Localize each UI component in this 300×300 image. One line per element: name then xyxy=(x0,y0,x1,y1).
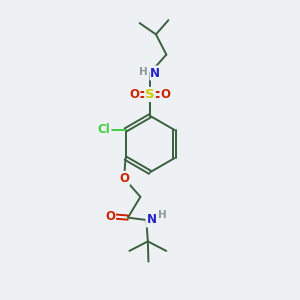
Text: N: N xyxy=(150,67,160,80)
Text: Cl: Cl xyxy=(98,123,110,136)
Text: S: S xyxy=(145,88,155,101)
Text: O: O xyxy=(130,88,140,101)
Text: H: H xyxy=(139,67,148,76)
Text: N: N xyxy=(146,214,156,226)
Text: H: H xyxy=(158,210,167,220)
Text: O: O xyxy=(105,210,115,223)
Text: O: O xyxy=(119,172,129,185)
Text: O: O xyxy=(160,88,170,101)
